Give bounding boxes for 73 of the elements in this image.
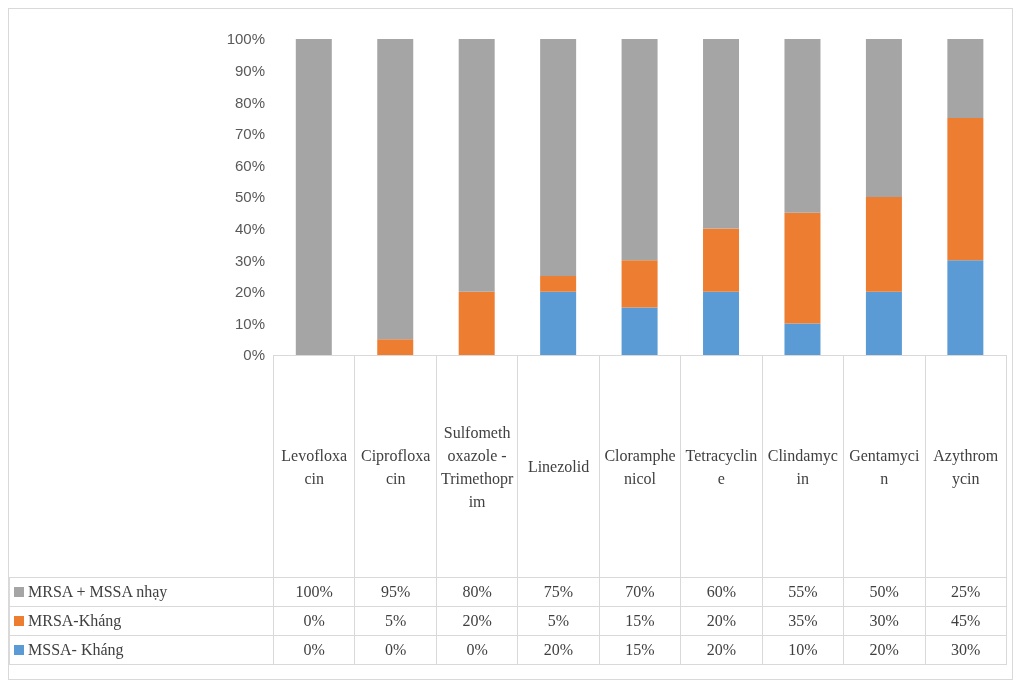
y-tick-label: 10% xyxy=(234,314,265,332)
bar xyxy=(947,39,984,118)
data-label: 75% xyxy=(517,577,600,607)
data-label: 35% xyxy=(762,606,844,636)
bar xyxy=(865,197,902,292)
legend-label: MSSA- Kháng xyxy=(9,635,274,665)
legend-label: MRSA-Kháng xyxy=(9,606,274,636)
data-label: 50% xyxy=(843,577,925,607)
bar xyxy=(540,39,577,276)
data-label: 20% xyxy=(680,635,763,665)
bar xyxy=(621,39,658,261)
bar xyxy=(621,260,658,308)
data-label: 15% xyxy=(599,606,681,636)
x-tick-label: Azythromycin xyxy=(925,355,1007,578)
data-label: 25% xyxy=(925,577,1007,607)
data-label: 0% xyxy=(273,635,355,665)
bar xyxy=(784,212,821,324)
y-tick-label: 50% xyxy=(234,188,265,206)
data-label: 15% xyxy=(599,635,681,665)
data-label: 0% xyxy=(273,606,355,636)
y-tick-label: 40% xyxy=(234,219,265,237)
bar xyxy=(947,260,984,355)
data-label: 45% xyxy=(925,606,1007,636)
bar xyxy=(540,276,577,292)
bar xyxy=(865,39,902,197)
bar xyxy=(947,118,984,261)
data-label: 55% xyxy=(762,577,844,607)
data-label: 20% xyxy=(680,606,763,636)
x-tick-label: Gentamycin xyxy=(843,355,925,578)
data-label: 20% xyxy=(436,606,518,636)
data-label: 80% xyxy=(436,577,518,607)
y-tick-label: 0% xyxy=(243,346,265,364)
y-tick-label: 80% xyxy=(234,93,265,111)
data-label: 0% xyxy=(354,635,437,665)
data-label: 5% xyxy=(517,606,600,636)
data-label: 20% xyxy=(517,635,600,665)
y-tick-label: 90% xyxy=(234,61,265,79)
bar xyxy=(703,39,740,229)
bar xyxy=(865,291,902,355)
x-tick-label: Levofloxacin xyxy=(273,355,355,578)
bar xyxy=(784,39,821,213)
bar xyxy=(621,307,658,355)
bar xyxy=(377,39,414,340)
bar xyxy=(703,291,740,355)
bar xyxy=(458,291,495,355)
data-label: 70% xyxy=(599,577,681,607)
data-label: 95% xyxy=(354,577,437,607)
data-label: 0% xyxy=(436,635,518,665)
y-tick-label: 70% xyxy=(234,125,265,143)
data-label: 30% xyxy=(843,606,925,636)
bar xyxy=(377,339,414,355)
x-tick-label: Cloramphenicol xyxy=(599,355,681,578)
data-label: 100% xyxy=(273,577,355,607)
bar xyxy=(540,291,577,355)
x-tick-label: Tetracycline xyxy=(680,355,763,578)
data-label: 10% xyxy=(762,635,844,665)
y-tick-label: 60% xyxy=(234,156,265,174)
bar xyxy=(784,323,821,355)
data-label: 5% xyxy=(354,606,437,636)
data-label: 20% xyxy=(843,635,925,665)
bar xyxy=(703,228,740,292)
data-label: 30% xyxy=(925,635,1007,665)
x-tick-label: Linezolid xyxy=(517,355,600,578)
y-tick-label: 100% xyxy=(226,30,265,48)
legend-label: MRSA + MSSA nhạy xyxy=(9,577,274,607)
x-tick-label: Clindamycin xyxy=(762,355,844,578)
y-tick-label: 30% xyxy=(234,251,265,269)
x-tick-label: Sulfomethoxazole - Trimethoprim xyxy=(436,355,518,578)
x-tick-label: Ciprofloxacin xyxy=(354,355,437,578)
data-label: 60% xyxy=(680,577,763,607)
bar xyxy=(458,39,495,292)
bar xyxy=(295,39,332,355)
y-tick-label: 20% xyxy=(234,283,265,301)
